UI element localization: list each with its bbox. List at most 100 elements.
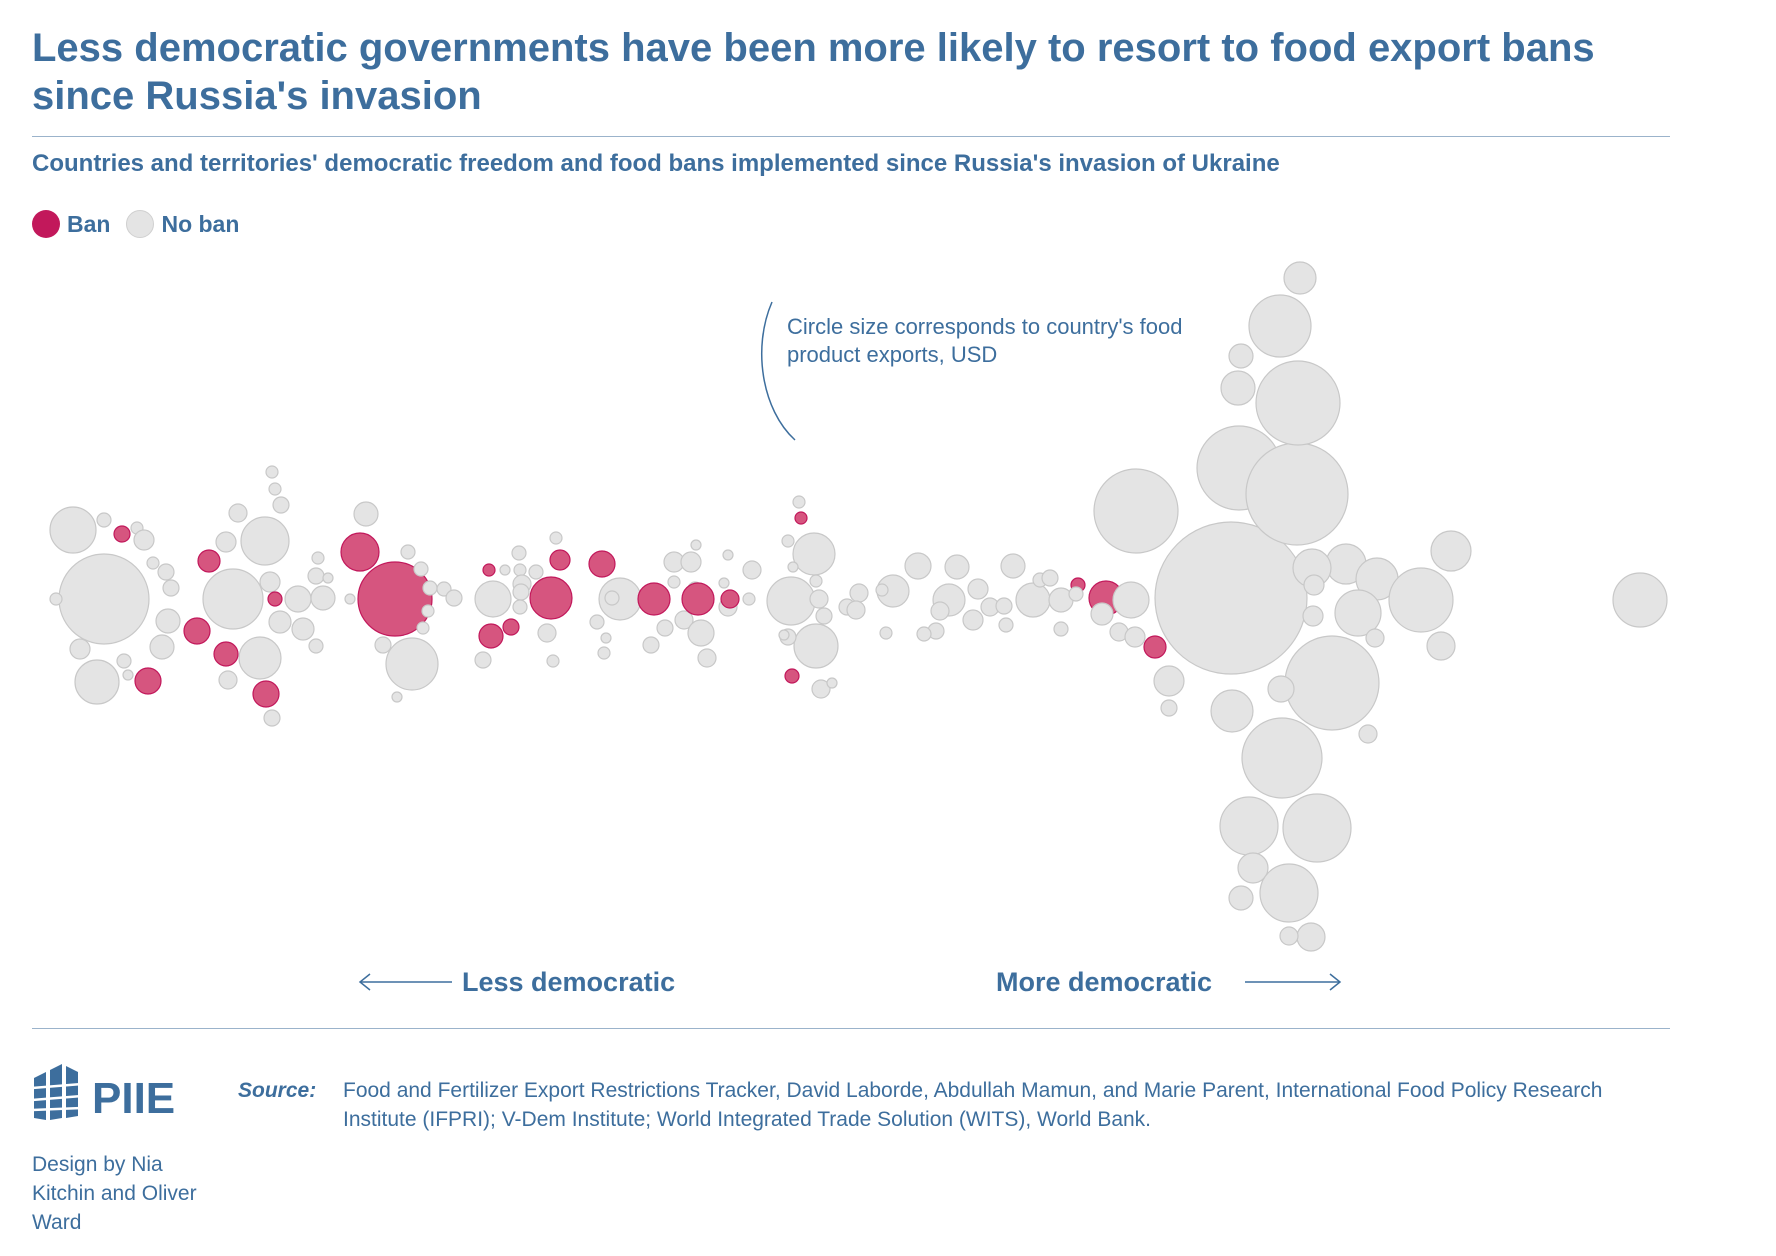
bubble-no-ban [1220, 370, 1256, 406]
bubble-ban [340, 532, 380, 572]
bubble-no-ban [259, 571, 281, 593]
bubbles [49, 261, 1668, 952]
bubble-no-ban [416, 621, 430, 635]
bubble-no-ban [511, 545, 527, 561]
bubble-no-ban [1041, 569, 1059, 587]
bubble-no-ban [722, 549, 734, 561]
bubble-no-ban [272, 496, 290, 514]
axis-left-arrow [358, 973, 452, 991]
axis-label-left: Less democratic [462, 967, 675, 997]
bubble-no-ban [1612, 572, 1668, 628]
bubble-no-ban [742, 592, 756, 606]
chart-subtitle: Countries and territories' democratic fr… [32, 150, 1280, 177]
bubble-no-ban [1090, 602, 1114, 626]
bubble-no-ban [122, 669, 134, 681]
bubble-ban [549, 549, 571, 571]
bubble-no-ban [353, 501, 379, 527]
legend-label-no-ban: No ban [161, 210, 240, 237]
bubble-no-ban [589, 614, 605, 630]
annotation-leader-line [761, 301, 796, 441]
bubble-no-ban [268, 482, 282, 496]
no-ban-swatch [126, 210, 155, 238]
bubble-no-ban [809, 589, 829, 609]
bubble-no-ban [218, 670, 238, 690]
bubble-no-ban [1426, 631, 1456, 661]
ban-swatch [32, 210, 60, 238]
bubble-no-ban [1430, 530, 1472, 572]
bubble-ban [637, 582, 671, 616]
bubble-no-ban [58, 553, 150, 645]
bubble-ban [482, 563, 496, 577]
axis-label-right: More democratic [996, 967, 1212, 997]
bubble-no-ban [792, 495, 806, 509]
bubble-ban [252, 680, 280, 708]
legend-label-ban: Ban [67, 210, 111, 237]
bubble-no-ban [1112, 581, 1150, 619]
bubble-ban [357, 561, 433, 637]
bubble-no-ban [811, 679, 831, 699]
bubble-no-ban [74, 659, 120, 705]
bubble-no-ban [268, 610, 292, 634]
bubble-no-ban [667, 575, 681, 589]
bubble-no-ban [1228, 343, 1254, 369]
bubble-no-ban [930, 601, 950, 621]
bubble-no-ban [1245, 442, 1349, 546]
bubble-no-ban [766, 576, 816, 626]
bubble-no-ban [1279, 926, 1299, 946]
title-divider [32, 136, 1670, 137]
bubble-no-ban [308, 638, 324, 654]
piie-logo-text: PIIE [92, 1074, 175, 1123]
bubble-no-ban [674, 610, 694, 630]
bubble-no-ban [690, 539, 702, 551]
bubble-no-ban [642, 636, 660, 654]
bubble-ban [134, 667, 162, 695]
source-text: Food and Fertilizer Export Restrictions … [343, 1079, 1603, 1131]
bubble-no-ban [680, 551, 702, 573]
bubble-no-ban [49, 506, 97, 554]
bubble-ban [478, 623, 504, 649]
bubble-no-ban [546, 654, 560, 668]
chart-title: Less democratic governments have been mo… [32, 26, 1595, 118]
bubble-no-ban [809, 574, 823, 588]
legend: Ban No ban [32, 210, 255, 238]
bubble-no-ban [96, 512, 112, 528]
bubble-no-ban [1154, 521, 1308, 675]
bubble-no-ban [687, 619, 715, 647]
bubble-no-ban [995, 597, 1013, 615]
bubble-no-ban [1000, 553, 1026, 579]
bubble-no-ban [1237, 852, 1269, 884]
bubble-no-ban [778, 629, 790, 641]
bubble-ban [794, 511, 808, 525]
bubble-no-ban [474, 651, 492, 669]
bubble-no-ban [998, 617, 1014, 633]
bubble-no-ban [1228, 885, 1254, 911]
bubble-no-ban [422, 580, 438, 596]
bubble-no-ban [1302, 605, 1324, 627]
bubble-no-ban [826, 677, 838, 689]
bubble-ban [681, 582, 715, 616]
bubble-no-ban [1284, 635, 1380, 731]
bubble-no-ban [413, 561, 429, 577]
bubble-ban [502, 618, 520, 636]
bubble-no-ban [1241, 717, 1323, 799]
bubble-no-ban [1282, 793, 1352, 863]
bubble-ban [113, 525, 131, 543]
bubble-no-ban [793, 623, 839, 669]
bubble-ban [213, 641, 239, 667]
bubble-no-ban [656, 619, 674, 637]
bubble-no-ban [787, 561, 799, 573]
bubble-no-ban [146, 556, 160, 570]
bubble-no-ban [155, 608, 181, 634]
bubble-no-ban [499, 564, 511, 576]
bubble-no-ban [1219, 796, 1279, 856]
bubble-no-ban [311, 551, 325, 565]
bubble-no-ban [1248, 294, 1312, 358]
bubble-no-ban [202, 568, 264, 630]
bubble-no-ban [1153, 665, 1185, 697]
bubble-no-ban [265, 465, 279, 479]
bubble-ban [197, 549, 221, 573]
footer-divider [32, 1028, 1670, 1029]
bubble-no-ban [1334, 589, 1382, 637]
bubble-no-ban [307, 567, 325, 585]
